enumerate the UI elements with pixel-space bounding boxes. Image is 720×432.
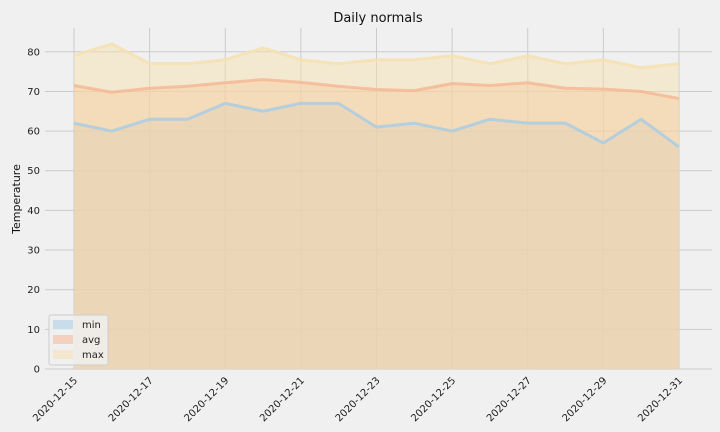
x-axis-ticks: 2020-12-15 2020-12-17 2020-12-19 2020-12-21… [31, 375, 685, 424]
y-tick-label: 10 [27, 325, 40, 336]
line-avg [73, 78, 680, 101]
line-min [73, 101, 680, 149]
y-axis-label: Temperature [10, 164, 23, 235]
x-tick-label: 2020-12-29 [561, 375, 610, 424]
x-tick-label: 2020-12-15 [31, 375, 80, 424]
y-tick-label: 0 [34, 365, 40, 376]
area-series [74, 43, 679, 369]
y-tick-label: 70 [27, 87, 40, 98]
y-tick-label: 30 [27, 246, 40, 257]
line-max [73, 42, 680, 70]
x-tick-label: 2020-12-25 [409, 375, 458, 424]
chart-title: Daily normals [333, 11, 423, 26]
y-axis-ticks: 0 10 20 30 40 50 60 70 80 [27, 47, 40, 375]
x-tick-label: 2020-12-21 [258, 375, 307, 424]
y-tick-label: 80 [27, 47, 40, 58]
area-max [74, 43, 679, 369]
x-tick-label: 2020-12-23 [334, 375, 383, 424]
y-tick-label: 60 [27, 127, 40, 138]
legend-label-max: max [82, 350, 104, 361]
legend-label-min: min [82, 320, 101, 331]
legend-swatch-min [53, 320, 73, 329]
legend-swatch-avg [53, 335, 73, 344]
y-tick-label: 50 [27, 166, 40, 177]
y-tick-label: 20 [27, 285, 40, 296]
x-tick-label: 2020-12-17 [107, 375, 156, 424]
legend: min avg max [48, 314, 109, 366]
y-tick-label: 40 [27, 206, 40, 217]
series-lines [73, 42, 680, 149]
legend-swatch-max [53, 350, 73, 359]
x-tick-label: 2020-12-31 [636, 375, 685, 424]
x-tick-label: 2020-12-27 [485, 375, 534, 424]
x-tick-label: 2020-12-19 [182, 375, 231, 424]
legend-label-avg: avg [82, 335, 100, 346]
